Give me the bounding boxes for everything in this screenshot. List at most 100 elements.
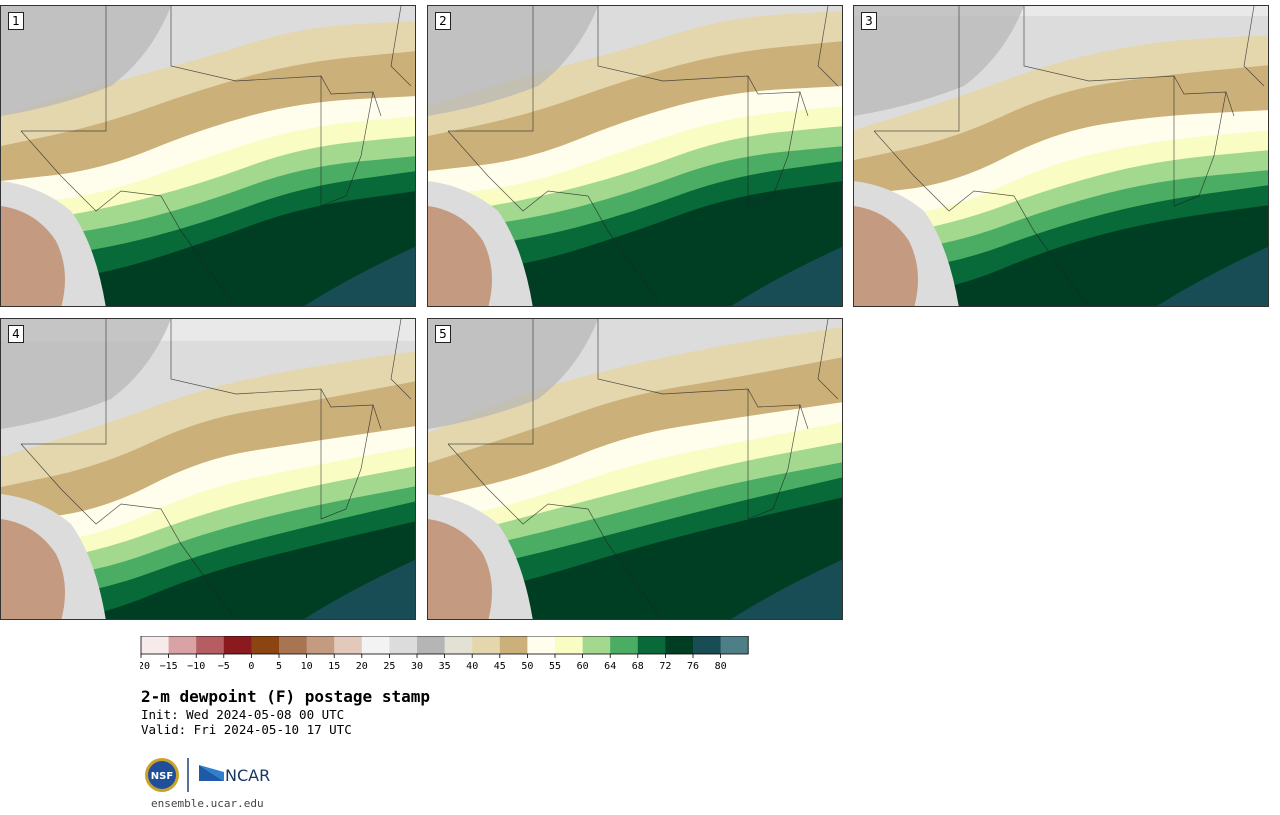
colorbar-swatch-10 (417, 636, 445, 654)
gulf-region (304, 559, 415, 619)
colorbar-tick-label-4: 0 (248, 661, 254, 672)
state-border-5 (1243, 6, 1265, 87)
ncar-logo-icon: NCAR (199, 765, 270, 785)
colorbar-tick-label-0: −20 (140, 661, 150, 672)
state-border-5 (817, 319, 839, 400)
state-border-5 (390, 319, 412, 400)
state-border-0 (874, 6, 960, 132)
state-border-4 (747, 404, 801, 520)
state-border-3 (20, 130, 236, 306)
colorbar-tick-label-21: 80 (715, 661, 727, 672)
gulf-region (1157, 246, 1268, 306)
member-label-5: 5 (435, 325, 451, 343)
colorbar-swatch-18 (637, 636, 666, 654)
colorbar-swatch-5 (279, 636, 307, 654)
colorbar-tick-label-15: 55 (549, 661, 561, 672)
colorbar-tick-label-11: 35 (439, 661, 451, 672)
colorbar-tick-label-12: 40 (466, 661, 478, 672)
state-border-3 (20, 443, 236, 619)
ensemble-member-panel-2: 2 (427, 5, 843, 307)
dewpoint-band-8 (428, 497, 842, 619)
dewpoint-band-8 (428, 181, 842, 306)
nsf-logo-text: NSF (151, 771, 173, 782)
colorbar-tick-label-18: 68 (632, 661, 644, 672)
dewpoint-map-1 (1, 6, 415, 306)
state-border-3 (447, 130, 663, 306)
state-border-4 (1173, 91, 1227, 207)
colorbar-tick-label-2: −10 (187, 661, 205, 672)
nw-dry-region (1, 319, 171, 429)
dry-core-region (854, 206, 918, 306)
member-label-4: 4 (8, 325, 24, 343)
ensemble-member-panel-4: 4 (0, 318, 416, 620)
colorbar-tick-label-20: 76 (687, 661, 699, 672)
member-label-3: 3 (861, 12, 877, 30)
colorbar-tick-label-8: 20 (356, 661, 368, 672)
ncar-logo-text: NCAR (225, 766, 270, 785)
colorbar-tick-label-17: 64 (604, 661, 616, 672)
dewpoint-band-8 (1, 191, 415, 306)
colorbar-tick-label-5: 5 (276, 661, 282, 672)
state-border-4 (320, 91, 374, 207)
state-border-3 (447, 443, 663, 619)
colorbar-swatch-12 (472, 636, 501, 654)
state-border-0 (21, 6, 107, 132)
member-label-2: 2 (435, 12, 451, 30)
state-border-0 (21, 319, 107, 445)
colorbar-tick-label-10: 30 (411, 661, 423, 672)
colorbar-swatch-11 (444, 636, 473, 654)
colorbar-tick-label-19: 72 (659, 661, 671, 672)
state-border-0 (448, 6, 534, 132)
colorbar-swatch-16 (582, 636, 611, 654)
colorbar-swatch-20 (693, 636, 721, 654)
ensemble-member-panel-5: 5 (427, 318, 843, 620)
colorbar-swatch-17 (610, 636, 639, 654)
member-label-1: 1 (8, 12, 24, 30)
state-border-4 (320, 404, 374, 520)
colorbar-tick-label-9: 25 (383, 661, 395, 672)
dewpoint-band-8 (69, 521, 415, 619)
source-url: ensemble.ucar.edu (151, 797, 264, 810)
colorbar-swatch-14 (527, 636, 556, 654)
colorbar-swatch-7 (334, 636, 363, 654)
dewpoint-map-5 (428, 319, 842, 619)
logos: NSF NCAR (145, 758, 270, 792)
gulf-region (731, 559, 842, 619)
ensemble-member-panel-1: 1 (0, 5, 416, 307)
colorbar-swatch-8 (361, 636, 390, 654)
colorbar-swatch-6 (306, 636, 335, 654)
init-time: Init: Wed 2024-05-08 00 UTC (141, 707, 345, 722)
nsf-logo-icon: NSF (145, 758, 179, 792)
nw-dry-region (428, 6, 598, 116)
colorbar-swatch-3 (223, 636, 252, 654)
nw-dry-region (1, 6, 171, 116)
colorbar-swatch-0 (141, 636, 169, 654)
dry-core-region (428, 519, 492, 619)
colorbar-swatch-9 (389, 636, 418, 654)
nw-dry-region (854, 6, 1024, 116)
dewpoint-map-3 (854, 6, 1268, 306)
state-border-5 (817, 6, 839, 87)
dewpoint-band-8 (854, 205, 1268, 306)
dewpoint-colorbar: −20 −15 −10 −5 0 5 10 15 20 25 30 35 40 45 50 55 60 64 68 7… (140, 636, 749, 672)
colorbar-tick-label-3: −5 (218, 661, 230, 672)
colorbar-swatch-19 (665, 636, 694, 654)
state-border-4 (747, 91, 801, 207)
dewpoint-map-4 (1, 319, 415, 619)
colorbar-tick-label-14: 50 (521, 661, 533, 672)
ensemble-member-panel-3: 3 (853, 5, 1269, 307)
colorbar-tick-label-7: 15 (328, 661, 340, 672)
dry-core-region (428, 206, 492, 306)
colorbar-swatch-13 (499, 636, 528, 654)
colorbar-tick-label-1: −15 (160, 661, 178, 672)
state-border-5 (390, 6, 412, 87)
state-border-0 (448, 319, 534, 445)
state-border-3 (873, 130, 1089, 306)
colorbar-swatch-1 (168, 636, 197, 654)
colorbar-tick-label-16: 60 (577, 661, 589, 672)
nw-dry-region (428, 319, 598, 429)
dry-core-region (1, 519, 65, 619)
valid-time: Valid: Fri 2024-05-10 17 UTC (141, 722, 352, 737)
colorbar-tick-label-13: 45 (494, 661, 506, 672)
colorbar-swatch-2 (196, 636, 225, 654)
